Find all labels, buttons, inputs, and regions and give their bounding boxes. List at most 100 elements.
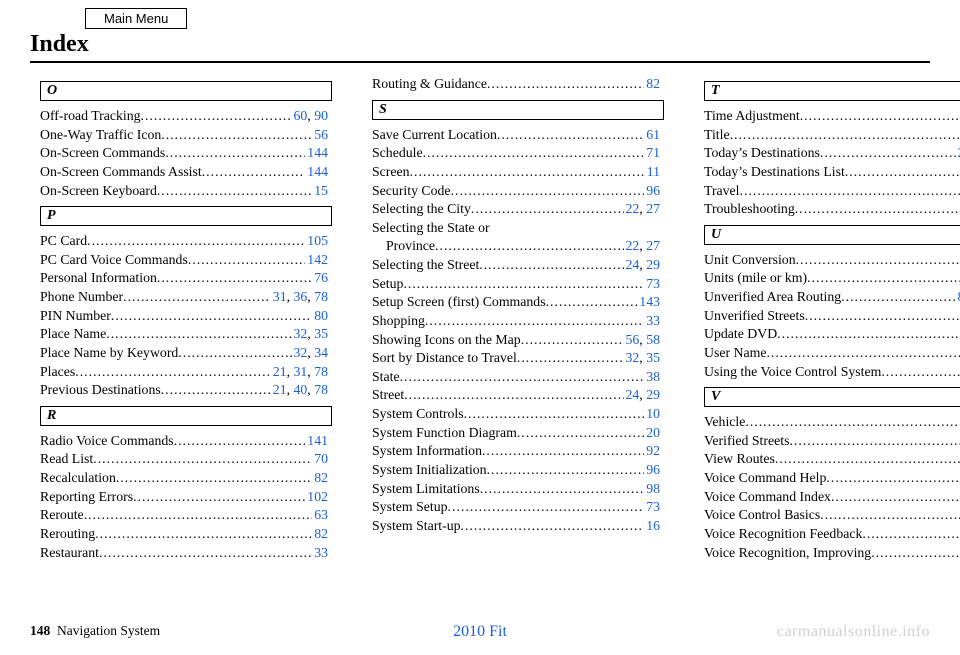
index-page-ref[interactable]: 98	[646, 481, 660, 496]
index-page-ref[interactable]: 142	[307, 252, 328, 267]
index-page-ref[interactable]: 63	[314, 507, 328, 522]
index-entry: Selecting the State or	[372, 219, 660, 238]
index-page-ref[interactable]: 56	[314, 127, 328, 142]
index-page-ref[interactable]: 31	[273, 289, 287, 304]
index-page-ref[interactable]: 73	[646, 499, 660, 514]
index-page-ref[interactable]: 56	[626, 332, 640, 347]
index-entry-label: Selecting the City	[372, 200, 471, 219]
index-entry-label: One-Way Traffic Icon	[40, 126, 161, 145]
index-page-ref[interactable]: 21	[273, 382, 287, 397]
index-entry: Rerouting 82	[40, 525, 328, 544]
page-title: Index	[30, 31, 930, 63]
index-page-ref[interactable]: 61	[646, 127, 660, 142]
index-page-ref[interactable]: 27	[646, 201, 660, 216]
index-entry-label: Units (mile or km)	[704, 269, 807, 288]
index-entry-label: Selecting the Street	[372, 256, 479, 275]
index-page-ref[interactable]: 38	[646, 369, 660, 384]
index-page-ref[interactable]: 70	[314, 451, 328, 466]
index-entry-label: Sort by Distance to Travel	[372, 349, 517, 368]
index-page-ref[interactable]: 73	[646, 276, 660, 291]
index-page-ref[interactable]: 96	[646, 462, 660, 477]
index-page-ref[interactable]: 35	[646, 350, 660, 365]
index-page-ref[interactable]: 27	[646, 238, 660, 253]
index-page-ref[interactable]: 34	[314, 345, 328, 360]
index-letter-t: T	[704, 81, 960, 101]
index-entry: PC Card Voice Commands142	[40, 251, 328, 270]
index-page-ref[interactable]: 11	[647, 164, 660, 179]
main-menu-button[interactable]: Main Menu	[85, 8, 187, 29]
index-entry-label: Selecting the State or	[372, 219, 490, 238]
index-page-ref[interactable]: 144	[307, 145, 328, 160]
index-page-ref[interactable]: 144	[307, 164, 328, 179]
index-entry-label: View Routes	[704, 450, 775, 469]
index-page-ref[interactable]: 32	[294, 345, 308, 360]
index-page-ref[interactable]: 71	[646, 145, 660, 160]
index-entry-label: State	[372, 368, 400, 387]
index-entry: Voice Recognition, Improving13	[704, 544, 960, 563]
index-entry-label: Reroute	[40, 506, 84, 525]
index-letter-r: R	[40, 406, 332, 426]
index-page-ref[interactable]: 96	[646, 183, 660, 198]
index-page-ref[interactable]: 36	[294, 289, 308, 304]
index-entry-label: Unverified Area Routing	[704, 288, 841, 307]
index-entry: Using the Voice Control System13	[704, 363, 960, 382]
index-page-ref[interactable]: 24	[626, 387, 640, 402]
index-page-ref[interactable]: 105	[307, 233, 328, 248]
index-page-ref[interactable]: 90	[314, 108, 328, 123]
index-page-ref[interactable]: 82	[646, 76, 660, 91]
index-page-ref[interactable]: 21	[273, 364, 287, 379]
index-page-ref[interactable]: 15	[314, 183, 328, 198]
index-page-ref[interactable]: 80	[314, 308, 328, 323]
index-entry: Verified Streets7	[704, 432, 960, 451]
index-page-ref[interactable]: 92	[646, 443, 660, 458]
index-entry: Setup73	[372, 275, 660, 294]
index-entry: On-Screen Commands 144	[40, 144, 328, 163]
index-page-ref[interactable]: 76	[314, 270, 328, 285]
index-entry: Places21, 31, 78	[40, 363, 328, 382]
index-page-ref[interactable]: 58	[646, 332, 660, 347]
index-page-ref[interactable]: 141	[307, 433, 328, 448]
index-entry: Setup Screen (first) Commands143	[372, 293, 660, 312]
index-entry: State 38	[372, 368, 660, 387]
index-page-ref[interactable]: 32	[294, 326, 308, 341]
index-page-ref[interactable]: 32	[626, 350, 640, 365]
index-entry: Troubleshooting133	[704, 200, 960, 219]
index-page-ref[interactable]: 16	[646, 518, 660, 533]
index-page-ref[interactable]: 33	[314, 545, 328, 560]
index-page-ref[interactable]: 102	[307, 489, 328, 504]
index-entry: System Controls10	[372, 405, 660, 424]
index-page-ref[interactable]: 22	[626, 201, 640, 216]
index-page-ref[interactable]: 60	[294, 108, 308, 123]
index-entry: Sort by Distance to Travel32, 35	[372, 349, 660, 368]
footer-left: 148 Navigation System	[30, 623, 330, 641]
index-page-ref[interactable]: 78	[314, 382, 328, 397]
index-page-ref[interactable]: 20	[646, 425, 660, 440]
index-page-ref[interactable]: 40	[294, 382, 308, 397]
index-page-ref[interactable]: 22	[626, 238, 640, 253]
index-page-ref[interactable]: 82	[314, 470, 328, 485]
index-entry-label: Rerouting	[40, 525, 95, 544]
index-page-ref[interactable]: 24	[626, 257, 640, 272]
index-entry-label: Security Code	[372, 182, 451, 201]
index-entry: Place Name32, 35	[40, 325, 328, 344]
index-entry-label: On-Screen Keyboard	[40, 182, 157, 201]
index-entry-label: On-Screen Commands	[40, 144, 165, 163]
index-page-ref[interactable]: 78	[314, 364, 328, 379]
index-page-ref[interactable]: 10	[646, 406, 660, 421]
index-page-ref[interactable]: 143	[639, 294, 660, 309]
index-entry: Province22, 27	[372, 237, 660, 256]
index-page-ref[interactable]: 82	[314, 526, 328, 541]
index-entry-label: Read List	[40, 450, 93, 469]
index-entry: Voice Recognition Feedback92	[704, 525, 960, 544]
index-entry: Routing & Guidance82	[372, 75, 660, 94]
index-entry: Radio Voice Commands141	[40, 432, 328, 451]
index-page-ref[interactable]: 33	[646, 313, 660, 328]
index-page-ref[interactable]: 31	[294, 364, 308, 379]
index-page-ref[interactable]: 35	[314, 326, 328, 341]
index-page-ref[interactable]: 29	[646, 257, 660, 272]
index-page-ref[interactable]: 78	[314, 289, 328, 304]
index-column: Routing & Guidance82SSave Current Locati…	[372, 75, 660, 603]
index-entry: Restaurant33	[40, 544, 328, 563]
index-entry-label: Voice Command Help	[704, 469, 826, 488]
index-page-ref[interactable]: 29	[646, 387, 660, 402]
